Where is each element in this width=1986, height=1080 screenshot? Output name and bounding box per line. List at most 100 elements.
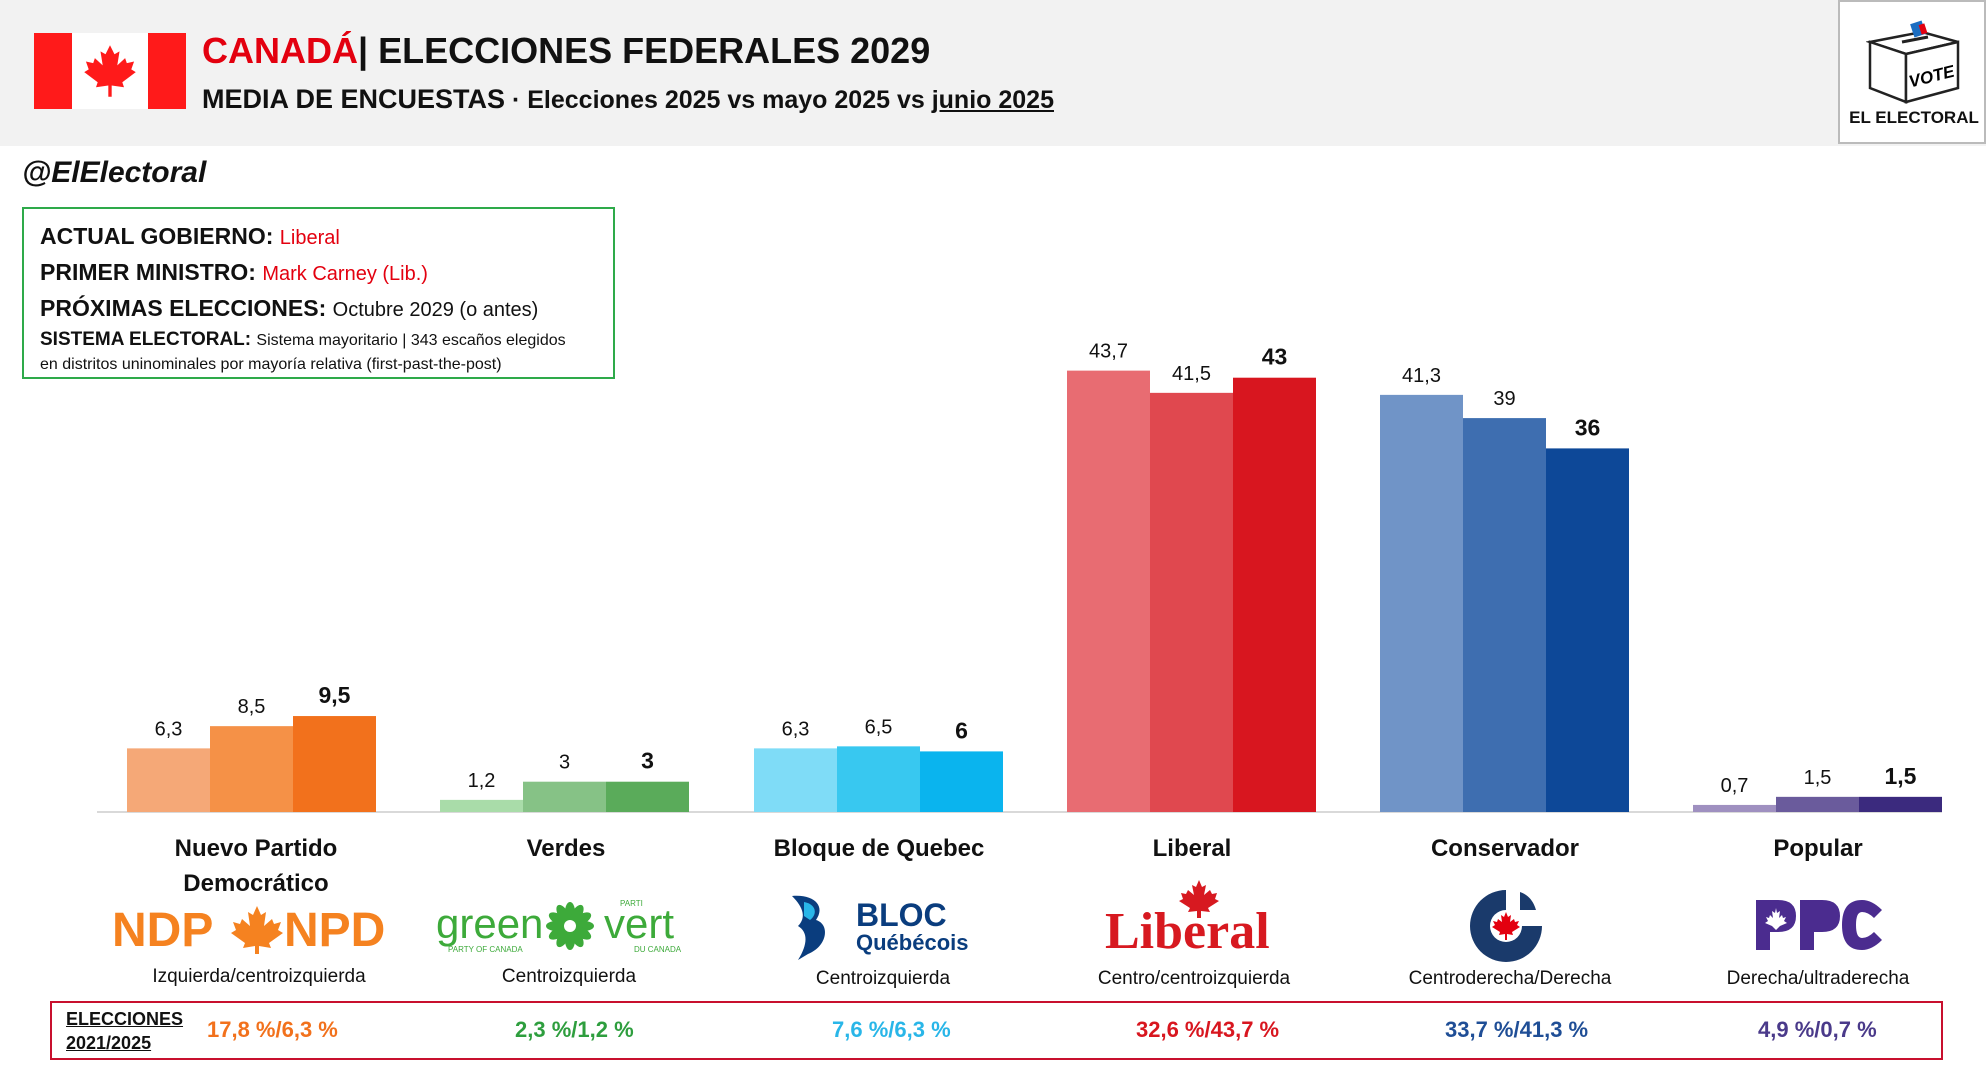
results-title-line2: 2021/2025 xyxy=(66,1033,152,1053)
page-subtitle: MEDIA DE ENCUESTAS · Elecciones 2025 vs … xyxy=(202,84,1054,115)
value-label-5-0: 0,7 xyxy=(1721,775,1749,797)
value-label-3-1: 41,5 xyxy=(1172,363,1211,385)
value-label-4-2: 36 xyxy=(1575,414,1601,440)
subtitle-underlined: junio 2025 xyxy=(931,86,1054,114)
category-label-ndp: Nuevo Partido Democrático xyxy=(131,831,381,901)
gov-label: ACTUAL GOBIERNO: xyxy=(40,223,280,249)
result-popular: 4,9 %/0,7 % xyxy=(1758,1017,1877,1042)
category-label-popular: Popular xyxy=(1773,835,1863,862)
bar-5-1 xyxy=(1776,796,1859,812)
result-ndp: 17,8 %/6,3 % xyxy=(207,1017,338,1042)
bar-2-2 xyxy=(920,751,1003,812)
result-bloque: 7,6 %/6,3 % xyxy=(832,1017,951,1042)
header-band: CANADÁ| ELECCIONES FEDERALES 2029 MEDIA … xyxy=(0,0,1986,146)
category-label-ndp-line2: Democrático xyxy=(183,870,329,897)
el-electoral-logo: VOTE EL ELECTORAL xyxy=(1838,0,1986,144)
bar-2-0 xyxy=(754,748,837,812)
subtitle-part1: MEDIA DE ENCUESTAS xyxy=(202,84,506,114)
bar-3-0 xyxy=(1067,370,1150,812)
bar-0-2 xyxy=(293,716,376,812)
category-label-liberal: Liberal xyxy=(1152,835,1232,862)
bar-4-1 xyxy=(1463,418,1546,812)
value-label-0-0: 6,3 xyxy=(155,718,183,740)
government-info-box: ACTUAL GOBIERNO: Liberal PRIMER MINISTRO… xyxy=(22,207,615,379)
next-value: Octubre 2029 (o antes) xyxy=(332,299,539,321)
info-prime-minister: PRIMER MINISTRO: Mark Carney (Lib.) xyxy=(40,255,613,291)
ideology-popular: Derecha/ultraderecha xyxy=(1726,968,1910,989)
sys-value: Sistema mayoritario | 343 escaños elegid… xyxy=(256,332,566,349)
results-title-line1: ELECCIONES xyxy=(66,1009,184,1029)
svg-text:NPD: NPD xyxy=(284,904,385,954)
value-label-4-0: 41,3 xyxy=(1402,365,1441,387)
bar-3-2 xyxy=(1233,377,1316,812)
title-country: CANADÁ xyxy=(202,30,358,71)
pm-label: PRIMER MINISTRO: xyxy=(40,259,263,285)
canada-flag-icon xyxy=(34,33,186,109)
category-label-bloque: Bloque de Quebec xyxy=(773,835,985,862)
value-label-5-2: 1,5 xyxy=(1885,763,1917,789)
value-label-2-2: 6 xyxy=(955,717,968,743)
green-logo-small2: DU CANADA xyxy=(634,945,682,954)
page-title: CANADÁ| ELECCIONES FEDERALES 2029 xyxy=(202,30,930,72)
bar-1-2 xyxy=(606,781,689,812)
bar-0-1 xyxy=(210,726,293,812)
category-label-conservador: Conservador xyxy=(1430,835,1580,862)
bar-1-0 xyxy=(440,799,523,812)
value-label-1-0: 1,2 xyxy=(468,770,496,792)
info-next-elections: PRÓXIMAS ELECCIONES: Octubre 2029 (o ant… xyxy=(40,291,613,327)
value-label-4-1: 39 xyxy=(1493,388,1515,410)
liberal-logo-icon: Liberal xyxy=(1105,880,1270,952)
value-label-1-1: 3 xyxy=(559,752,570,774)
ideology-verdes: Centroizquierda xyxy=(501,966,637,987)
pm-value: Mark Carney (Lib.) xyxy=(262,263,428,285)
info-electoral-system: SISTEMA ELECTORAL: Sistema mayoritario |… xyxy=(40,327,613,354)
info-government: ACTUAL GOBIERNO: Liberal xyxy=(40,219,613,255)
sys-value-line2: en distritos uninominales por mayoría re… xyxy=(40,356,502,373)
ideology-liberal: Centro/centroizquierda xyxy=(1097,968,1291,989)
value-label-2-1: 6,5 xyxy=(865,716,893,738)
value-label-0-2: 9,5 xyxy=(319,682,351,708)
title-rest: | ELECCIONES FEDERALES 2029 xyxy=(358,30,931,71)
green-party-logo-icon: green PARTY OF CANADA PARTI vert DU CANA… xyxy=(436,899,682,954)
sys-label: SISTEMA ELECTORAL: xyxy=(40,329,257,350)
ppc-logo-icon xyxy=(1756,900,1882,950)
results-title: ELECCIONES 2021/2025 xyxy=(66,1007,183,1055)
value-label-2-0: 6,3 xyxy=(782,718,810,740)
ideology-ndp: Izquierda/centroizquierda xyxy=(152,966,366,987)
value-label-3-0: 43,7 xyxy=(1089,341,1128,363)
bar-4-2 xyxy=(1546,448,1629,812)
next-label: PRÓXIMAS ELECCIONES: xyxy=(40,295,333,321)
conservative-logo-icon xyxy=(1470,890,1542,962)
value-label-1-2: 3 xyxy=(641,748,654,774)
result-verdes: 2,3 %/1,2 % xyxy=(515,1017,634,1042)
bar-4-0 xyxy=(1380,394,1463,812)
value-label-5-1: 1,5 xyxy=(1804,767,1832,789)
bar-5-2 xyxy=(1859,796,1942,812)
category-label-verdes: Verdes xyxy=(526,835,606,862)
bar-1-1 xyxy=(523,781,606,812)
result-liberal: 32,6 %/43,7 % xyxy=(1136,1017,1280,1042)
previous-results-box: ELECCIONES 2021/2025 17,8 %/6,3 % 2,3 %/… xyxy=(50,1001,1943,1060)
result-conservador: 33,7 %/41,3 % xyxy=(1445,1017,1589,1042)
bloc-quebecois-logo-icon: BLOC Québécois xyxy=(792,895,968,960)
svg-text:green: green xyxy=(436,900,543,947)
svg-text:vert: vert xyxy=(604,900,674,947)
ballot-box-icon: VOTE xyxy=(1866,20,1960,104)
bloc-logo-line2: Québécois xyxy=(856,930,968,955)
subtitle-part2: · Elecciones 2025 vs mayo 2025 vs xyxy=(505,86,932,114)
bar-2-1 xyxy=(837,746,920,812)
bar-0-0 xyxy=(127,748,210,812)
gov-value: Liberal xyxy=(279,227,340,249)
twitter-handle: @ElElectoral xyxy=(22,156,207,189)
bar-3-1 xyxy=(1150,392,1233,812)
bar-5-0 xyxy=(1693,804,1776,812)
value-label-0-1: 8,5 xyxy=(238,696,266,718)
ideology-conservador: Centroderecha/Derecha xyxy=(1408,968,1612,989)
category-label-ndp-line1: Nuevo Partido xyxy=(174,835,338,862)
bloc-logo-line1: BLOC xyxy=(856,897,947,933)
ndp-logo-icon: NDP NPD xyxy=(112,904,385,954)
ideology-bloque: Centroizquierda xyxy=(815,968,951,989)
value-label-3-2: 43 xyxy=(1262,344,1288,370)
green-logo-parti: PARTI xyxy=(620,899,643,908)
